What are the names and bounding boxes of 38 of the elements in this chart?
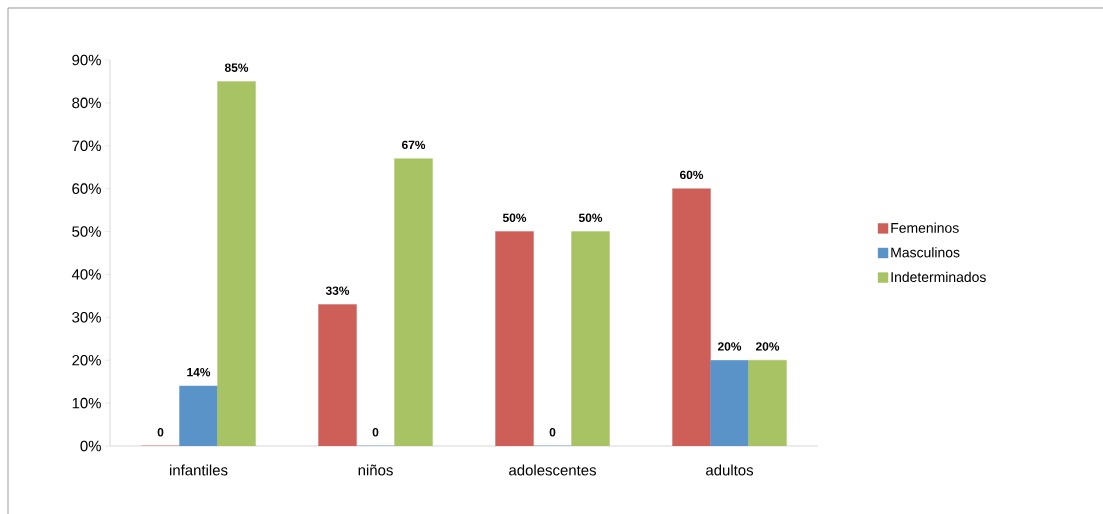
bar [179, 385, 218, 446]
legend-label: Masculinos [891, 247, 960, 258]
bar [318, 304, 357, 446]
data-label: 50% [578, 213, 603, 223]
data-label: 33% [325, 286, 350, 295]
y-tick-label: 40% [71, 269, 101, 280]
data-label: 60% [679, 170, 704, 180]
bar [710, 360, 749, 446]
x-tick-label: adultos [706, 464, 754, 476]
legend-label: Indeterminados [891, 271, 986, 283]
data-label: 14% [187, 368, 211, 377]
data-label: 20% [717, 342, 742, 351]
bar [217, 81, 256, 446]
legend-label: Femeninos [891, 222, 959, 233]
x-tick-label: adolescentes [509, 464, 596, 476]
bar [394, 158, 433, 446]
data-label: 0 [549, 428, 556, 437]
y-tick-label: 0% [80, 440, 101, 452]
data-label: 67% [401, 140, 426, 150]
y-tick-label: 70% [72, 140, 101, 152]
data-label: 85% [224, 63, 249, 72]
y-tick-label: 10% [72, 397, 101, 409]
data-label: 0 [372, 428, 379, 437]
y-tick-label: 80% [72, 97, 101, 109]
data-label: 20% [755, 342, 780, 351]
x-tick-label: niños [358, 464, 393, 476]
bar [748, 360, 787, 446]
y-tick-label: 50% [72, 226, 101, 237]
bar [495, 231, 534, 446]
data-label: 50% [502, 213, 527, 223]
y-tick-label: 20% [72, 354, 101, 366]
y-tick-label: 30% [72, 312, 101, 323]
bar [672, 188, 711, 446]
y-tick-label: 60% [72, 183, 101, 194]
x-tick-label: infantiles [170, 464, 228, 476]
y-tick-label: 90% [72, 54, 101, 66]
data-label: 0 [157, 428, 164, 437]
bar [571, 231, 610, 446]
